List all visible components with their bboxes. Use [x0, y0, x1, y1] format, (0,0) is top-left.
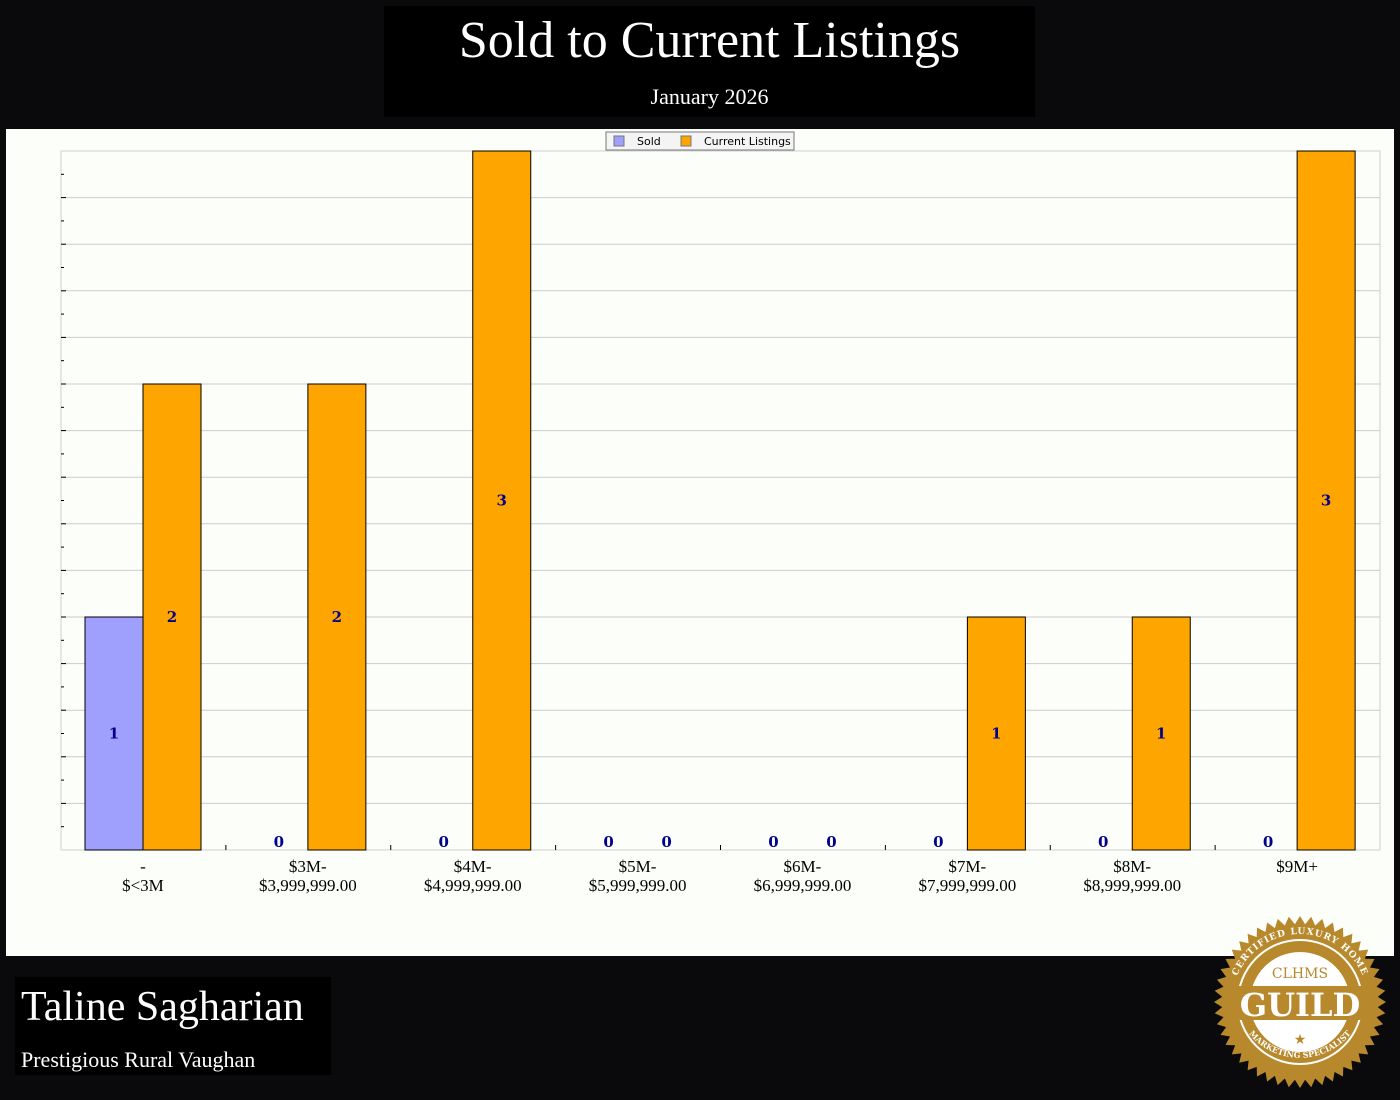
x-tick-label-line: $3,999,999.00: [259, 876, 357, 895]
x-tick-label-line: $<3M: [122, 876, 164, 895]
bar-current-listings: [472, 150, 532, 851]
x-tick-label: -$<3M: [122, 857, 164, 895]
bar-current-listings: [307, 383, 367, 851]
legend: Sold Current Listings: [605, 131, 795, 151]
x-tick-label: $5M-$5,999,999.00: [589, 857, 687, 895]
seal-brand: CLHMS: [1272, 966, 1328, 982]
data-label: 0: [1098, 833, 1108, 851]
chart-subtitle: January 2026: [650, 84, 769, 109]
bar-current-listings: [966, 616, 1026, 851]
x-tick-label: $3M-$3,999,999.00: [259, 857, 357, 895]
agent-box: Taline Sagharian Prestigious Rural Vaugh…: [15, 977, 331, 1075]
x-tick-label-line: $5,999,999.00: [589, 876, 687, 895]
x-tick-label-line: $4,999,999.00: [424, 876, 522, 895]
legend-swatch-current: [680, 135, 692, 147]
data-label: 1: [1156, 725, 1166, 743]
x-tick-label-line: $5M-: [619, 857, 657, 876]
chart-title: Sold to Current Listings: [458, 12, 961, 69]
data-label: 0: [933, 833, 943, 851]
bar-chart: -$<3M 1 2 $3M-$3,999,999.00 0 2 $4M-$4,999,999…: [60, 131, 1381, 895]
data-label: 1: [991, 725, 1001, 743]
data-label: 2: [167, 608, 177, 626]
x-tick-label: $9M+: [1276, 857, 1318, 876]
x-tick-label-line: $6,999,999.00: [754, 876, 852, 895]
data-label: 3: [1321, 492, 1331, 510]
x-tick-label-line: $8,999,999.00: [1083, 876, 1181, 895]
x-tick-label-line: $6M-: [784, 857, 822, 876]
data-label: 0: [826, 833, 836, 851]
data-label: 0: [1263, 833, 1273, 851]
x-tick-label-line: $7,999,999.00: [918, 876, 1016, 895]
title-box: Sold to Current Listings January 2026: [384, 6, 1035, 117]
x-tick-label: $7M-$7,999,999.00: [918, 857, 1016, 895]
bar-current-listings: [1131, 616, 1191, 851]
x-tick-label: $6M-$6,999,999.00: [754, 857, 852, 895]
bar-current-listings: [1296, 150, 1356, 851]
bar-current-listings: [142, 383, 202, 851]
seal-main: GUILD: [1240, 986, 1360, 1024]
legend-swatch-sold: [613, 135, 625, 147]
star-icon: ★: [1294, 1032, 1307, 1048]
chart-panel: -$<3M 1 2 $3M-$3,999,999.00 0 2 $4M-$4,999,999…: [6, 129, 1394, 956]
legend-box: [605, 131, 795, 151]
legend-label-sold: Sold: [637, 135, 661, 148]
agent-name: Taline Sagharian: [21, 984, 304, 1030]
data-label: 0: [274, 833, 284, 851]
data-label: 1: [109, 725, 119, 743]
x-tick-label-line: $8M-: [1113, 857, 1151, 876]
data-label: 0: [439, 833, 449, 851]
x-tick-label: $8M-$8,999,999.00: [1083, 857, 1181, 895]
x-tick-label: $4M-$4,999,999.00: [424, 857, 522, 895]
legend-label-current: Current Listings: [704, 135, 791, 148]
data-label: 0: [768, 833, 778, 851]
bar-sold: [84, 616, 144, 851]
data-label: 0: [603, 833, 613, 851]
agent-area: Prestigious Rural Vaughan: [21, 1047, 256, 1072]
x-tick-label-line: $9M+: [1276, 857, 1318, 876]
data-label: 3: [497, 492, 507, 510]
data-label: 2: [332, 608, 342, 626]
x-tick-label-line: -: [140, 857, 146, 876]
x-tick-label-line: $3M-: [289, 857, 327, 876]
data-label: 0: [661, 833, 671, 851]
x-tick-label-line: $7M-: [948, 857, 986, 876]
x-tick-label-line: $4M-: [454, 857, 492, 876]
seal-band: [1230, 986, 1370, 1020]
